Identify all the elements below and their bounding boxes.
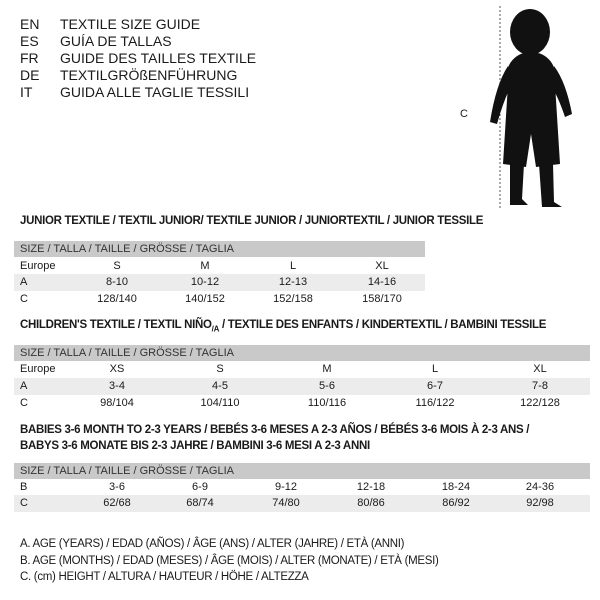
lang-code: ES — [20, 33, 39, 49]
table-cell: S — [216, 363, 224, 375]
table-cell: 7-8 — [532, 380, 548, 392]
table-cell: 4-5 — [212, 380, 228, 392]
row-label: A — [20, 380, 28, 392]
table-cell: 158/170 — [362, 293, 402, 305]
table-row: C 128/140 140/152 152/158 158/170 — [14, 291, 425, 308]
table-cell: 68/74 — [186, 497, 214, 509]
legend-item: A. AGE (YEARS) / EDAD (AÑOS) / ÂGE (ANS)… — [20, 538, 405, 550]
table-cell: 104/110 — [200, 397, 240, 409]
table-cell: 14-16 — [367, 276, 397, 288]
table-cell: 80/86 — [357, 497, 385, 509]
lang-title: GUIDA ALLE TAGLIE TESSILI — [60, 84, 250, 100]
table-row: Europe S M L XL — [14, 258, 425, 275]
table-row: B 3-6 6-9 9-12 12-18 18-24 24-36 — [14, 479, 590, 496]
lang-title: GUIDE DES TAILLES TEXTILE — [60, 50, 257, 66]
table-cell: 98/104 — [100, 397, 134, 409]
table-row: C 98/104 104/110 110/116 116/122 122/128 — [14, 395, 590, 412]
table-cell: S — [113, 260, 121, 272]
lang-code: FR — [20, 50, 39, 66]
size-header: SIZE / TALLA / TAILLE / GRÖSSE / TAGLIA — [14, 241, 425, 257]
title-subscript: /A — [211, 324, 220, 334]
lang-code: EN — [20, 16, 40, 32]
table-cell: 128/140 — [97, 293, 137, 305]
section-title: BABIES 3-6 MONTH TO 2-3 YEARS / BEBÉS 3-… — [20, 424, 530, 436]
table-cell: XS — [109, 363, 125, 375]
table-cell: 12-13 — [278, 276, 308, 288]
table-cell: M — [322, 363, 332, 375]
table-cell: 8-10 — [105, 276, 129, 288]
size-header: SIZE / TALLA / TAILLE / GRÖSSE / TAGLIA — [14, 345, 590, 361]
row-label: A — [20, 276, 28, 288]
table-cell: 24-36 — [525, 481, 555, 493]
row-label: C — [20, 397, 28, 409]
size-header: SIZE / TALLA / TAILLE / GRÖSSE / TAGLIA — [14, 463, 590, 479]
lang-code: DE — [20, 67, 40, 83]
table-cell: 6-7 — [427, 380, 443, 392]
legend-item: C. (cm) HEIGHT / ALTURA / HAUTEUR / HÖHE… — [20, 571, 309, 583]
table-cell: 18-24 — [441, 481, 471, 493]
table-cell: 3-4 — [109, 380, 125, 392]
row-label: Europe — [20, 363, 56, 375]
height-label: C — [460, 108, 468, 120]
table-cell: 6-9 — [192, 481, 208, 493]
table-cell: 10-12 — [190, 276, 220, 288]
legend-item: B. AGE (MONTHS) / EDAD (MESES) / ÂGE (MO… — [20, 555, 439, 567]
row-label: B — [20, 481, 28, 493]
lang-code: IT — [20, 84, 33, 100]
section-title: JUNIOR TEXTILE / TEXTIL JUNIOR/ TEXTILE … — [20, 215, 484, 227]
table-cell: XL — [375, 260, 389, 272]
child-silhouette-icon — [490, 6, 572, 209]
table-cell: 92/98 — [526, 497, 554, 509]
lang-title: TEXTILGRÖßENFÜHRUNG — [60, 67, 238, 83]
table-cell: 116/122 — [415, 397, 455, 409]
table-cell: 140/152 — [185, 293, 225, 305]
row-label: Europe — [20, 260, 56, 272]
table-cell: L — [431, 363, 439, 375]
title-part: / TEXTILE DES ENFANTS / KINDERTEXTIL / B… — [219, 319, 547, 331]
table-row: A 8-10 10-12 12-13 14-16 — [14, 274, 425, 291]
table-cell: M — [200, 260, 210, 272]
table-row: C 62/68 68/74 74/80 80/86 86/92 92/98 — [14, 495, 590, 512]
table-row: Europe XS S M L XL — [14, 361, 590, 378]
table-cell: 9-12 — [274, 481, 298, 493]
table-cell: XL — [533, 363, 547, 375]
table-cell: 12-18 — [356, 481, 386, 493]
table-cell: 110/116 — [307, 397, 347, 409]
table-row: A 3-4 4-5 5-6 6-7 7-8 — [14, 378, 590, 395]
section-title: CHILDREN'S TEXTILE / TEXTIL NIÑO/A / TEX… — [20, 319, 546, 333]
table-cell: 86/92 — [442, 497, 470, 509]
title-part: CHILDREN'S TEXTILE / TEXTIL NIÑO — [20, 319, 212, 331]
table-cell: 122/128 — [520, 397, 560, 409]
table-cell: 152/158 — [273, 293, 313, 305]
table-cell: 62/68 — [103, 497, 131, 509]
lang-title: GUÍA DE TALLAS — [60, 33, 172, 49]
table-cell: 3-6 — [109, 481, 125, 493]
row-label: C — [20, 497, 28, 509]
table-cell: 74/80 — [272, 497, 300, 509]
lang-title: TEXTILE SIZE GUIDE — [60, 16, 201, 32]
section-title: BABYS 3-6 MONATE BIS 2-3 JAHRE / BAMBINI… — [20, 440, 370, 452]
row-label: C — [20, 293, 28, 305]
table-cell: L — [289, 260, 297, 272]
table-cell: 5-6 — [319, 380, 335, 392]
